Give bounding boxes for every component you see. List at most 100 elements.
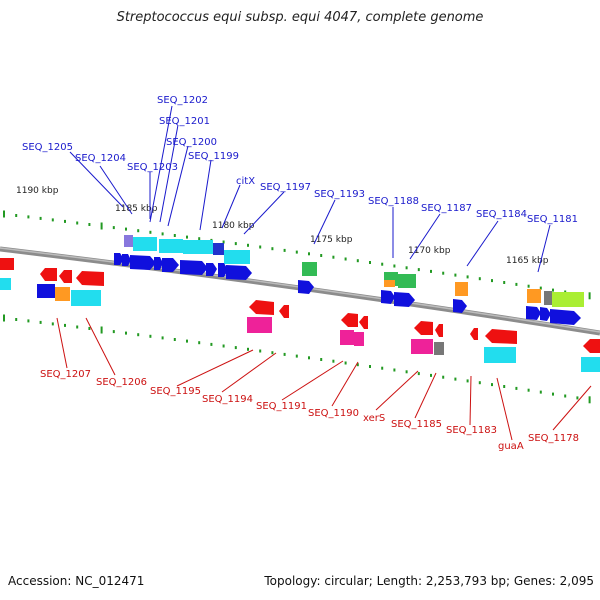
- scale-tick: [430, 269, 432, 273]
- gene-arrow[interactable]: [130, 255, 156, 270]
- scale-tick: [247, 243, 249, 247]
- gene-arrow[interactable]: [381, 290, 395, 304]
- gene-arrow[interactable]: [40, 268, 57, 281]
- gene-arrow[interactable]: [359, 316, 368, 329]
- gene-label[interactable]: SEQ_1181: [527, 214, 578, 225]
- gene-block[interactable]: [0, 278, 11, 290]
- gene-label[interactable]: SEQ_1200: [166, 137, 217, 148]
- gene-arrow[interactable]: [0, 258, 14, 270]
- gene-arrow[interactable]: [218, 263, 228, 277]
- gene-arrow[interactable]: [279, 305, 289, 318]
- scale-tick: [381, 262, 384, 266]
- gene-arrow[interactable]: [485, 329, 517, 344]
- gene-label[interactable]: SEQ_1190: [308, 408, 359, 419]
- gene-label[interactable]: SEQ_1202: [157, 95, 208, 106]
- gene-label[interactable]: guaA: [498, 441, 524, 452]
- gene-label[interactable]: citX: [236, 176, 255, 187]
- gene-label[interactable]: SEQ_1178: [528, 433, 579, 444]
- gene-block[interactable]: [411, 339, 433, 354]
- gene-block[interactable]: [124, 235, 133, 247]
- gene-label[interactable]: xerS: [363, 413, 385, 424]
- gene-block[interactable]: [247, 317, 272, 333]
- gene-arrow[interactable]: [583, 339, 600, 353]
- gene-arrow[interactable]: [180, 260, 208, 275]
- gene-arrow[interactable]: [435, 324, 443, 337]
- gene-block[interactable]: [384, 280, 395, 287]
- scale-tick: [442, 375, 445, 379]
- gene-arrow[interactable]: [550, 309, 581, 325]
- gene-arrow[interactable]: [470, 328, 478, 340]
- scale-tick: [100, 326, 103, 334]
- scale-tick: [295, 250, 298, 254]
- gene-arrow[interactable]: [298, 280, 314, 294]
- gene-block[interactable]: [455, 282, 468, 296]
- gene-arrow[interactable]: [206, 263, 217, 276]
- gene-block[interactable]: [398, 274, 416, 288]
- scale-tick: [27, 319, 30, 323]
- gene-block[interactable]: [340, 330, 354, 345]
- gene-block[interactable]: [552, 292, 584, 307]
- scale-tick: [320, 358, 323, 361]
- gene-block[interactable]: [527, 289, 541, 303]
- scale-tick: [27, 215, 30, 219]
- scale-tick: [405, 370, 408, 374]
- gene-block[interactable]: [55, 287, 70, 301]
- gene-block[interactable]: [224, 250, 250, 264]
- gene-arrow[interactable]: [226, 265, 252, 280]
- gene-arrow[interactable]: [122, 254, 131, 266]
- scale-tick: [308, 356, 310, 360]
- gene-label[interactable]: SEQ_1194: [202, 394, 253, 405]
- gene-label[interactable]: SEQ_1197: [260, 182, 311, 193]
- gene-arrow[interactable]: [162, 258, 179, 272]
- scale-tick: [491, 279, 493, 283]
- gene-arrow[interactable]: [414, 321, 433, 335]
- scale-tick: [76, 325, 79, 329]
- gene-label[interactable]: SEQ_1206: [96, 377, 147, 388]
- scale-tick: [222, 240, 225, 244]
- gene-label[interactable]: SEQ_1205: [22, 142, 73, 153]
- gene-arrow[interactable]: [453, 299, 467, 313]
- gene-label[interactable]: SEQ_1203: [127, 162, 178, 173]
- gene-label[interactable]: SEQ_1201: [159, 116, 210, 127]
- scale-tick: [588, 396, 591, 404]
- gene-block[interactable]: [484, 347, 516, 363]
- gene-block[interactable]: [213, 243, 224, 255]
- gene-arrow[interactable]: [249, 300, 274, 315]
- gene-arrow[interactable]: [540, 307, 551, 321]
- gene-label[interactable]: SEQ_1183: [446, 425, 497, 436]
- gene-block[interactable]: [544, 291, 552, 305]
- gene-label[interactable]: SEQ_1188: [368, 196, 419, 207]
- gene-label[interactable]: SEQ_1184: [476, 209, 527, 220]
- gene-block[interactable]: [37, 284, 55, 298]
- scale-tick: [332, 255, 335, 259]
- gene-label[interactable]: SEQ_1193: [314, 189, 365, 200]
- scale-tick: [234, 346, 237, 350]
- accession-text: Accession: NC_012471: [8, 574, 145, 588]
- gene-arrow[interactable]: [76, 271, 104, 286]
- gene-arrow[interactable]: [526, 306, 541, 320]
- gene-block[interactable]: [434, 342, 444, 355]
- gene-label[interactable]: SEQ_1199: [188, 151, 239, 162]
- gene-arrow[interactable]: [341, 313, 358, 327]
- bottom-labels: SEQ_1207 SEQ_1206 SEQ_1195 SEQ_1194 SEQ_…: [40, 369, 579, 452]
- gene-arrow[interactable]: [154, 257, 163, 270]
- gene-block[interactable]: [133, 237, 157, 251]
- gene-block[interactable]: [354, 332, 364, 346]
- gene-block[interactable]: [159, 239, 183, 253]
- gene-label[interactable]: SEQ_1187: [421, 203, 472, 214]
- gene-label[interactable]: SEQ_1191: [256, 401, 307, 412]
- scale-tick: [430, 373, 432, 377]
- gene-arrow[interactable]: [59, 270, 72, 283]
- gene-block[interactable]: [71, 290, 101, 306]
- scale-tick: [198, 237, 201, 241]
- gene-arrow[interactable]: [114, 253, 124, 265]
- gene-label[interactable]: SEQ_1207: [40, 369, 91, 380]
- gene-label[interactable]: SEQ_1195: [150, 386, 201, 397]
- gene-arrow[interactable]: [394, 292, 415, 307]
- gene-block[interactable]: [302, 262, 317, 276]
- gene-label[interactable]: SEQ_1204: [75, 153, 126, 164]
- gene-block[interactable]: [183, 240, 213, 254]
- gene-block[interactable]: [581, 357, 600, 372]
- gene-label[interactable]: SEQ_1185: [391, 419, 442, 430]
- scale-tick: [149, 230, 152, 234]
